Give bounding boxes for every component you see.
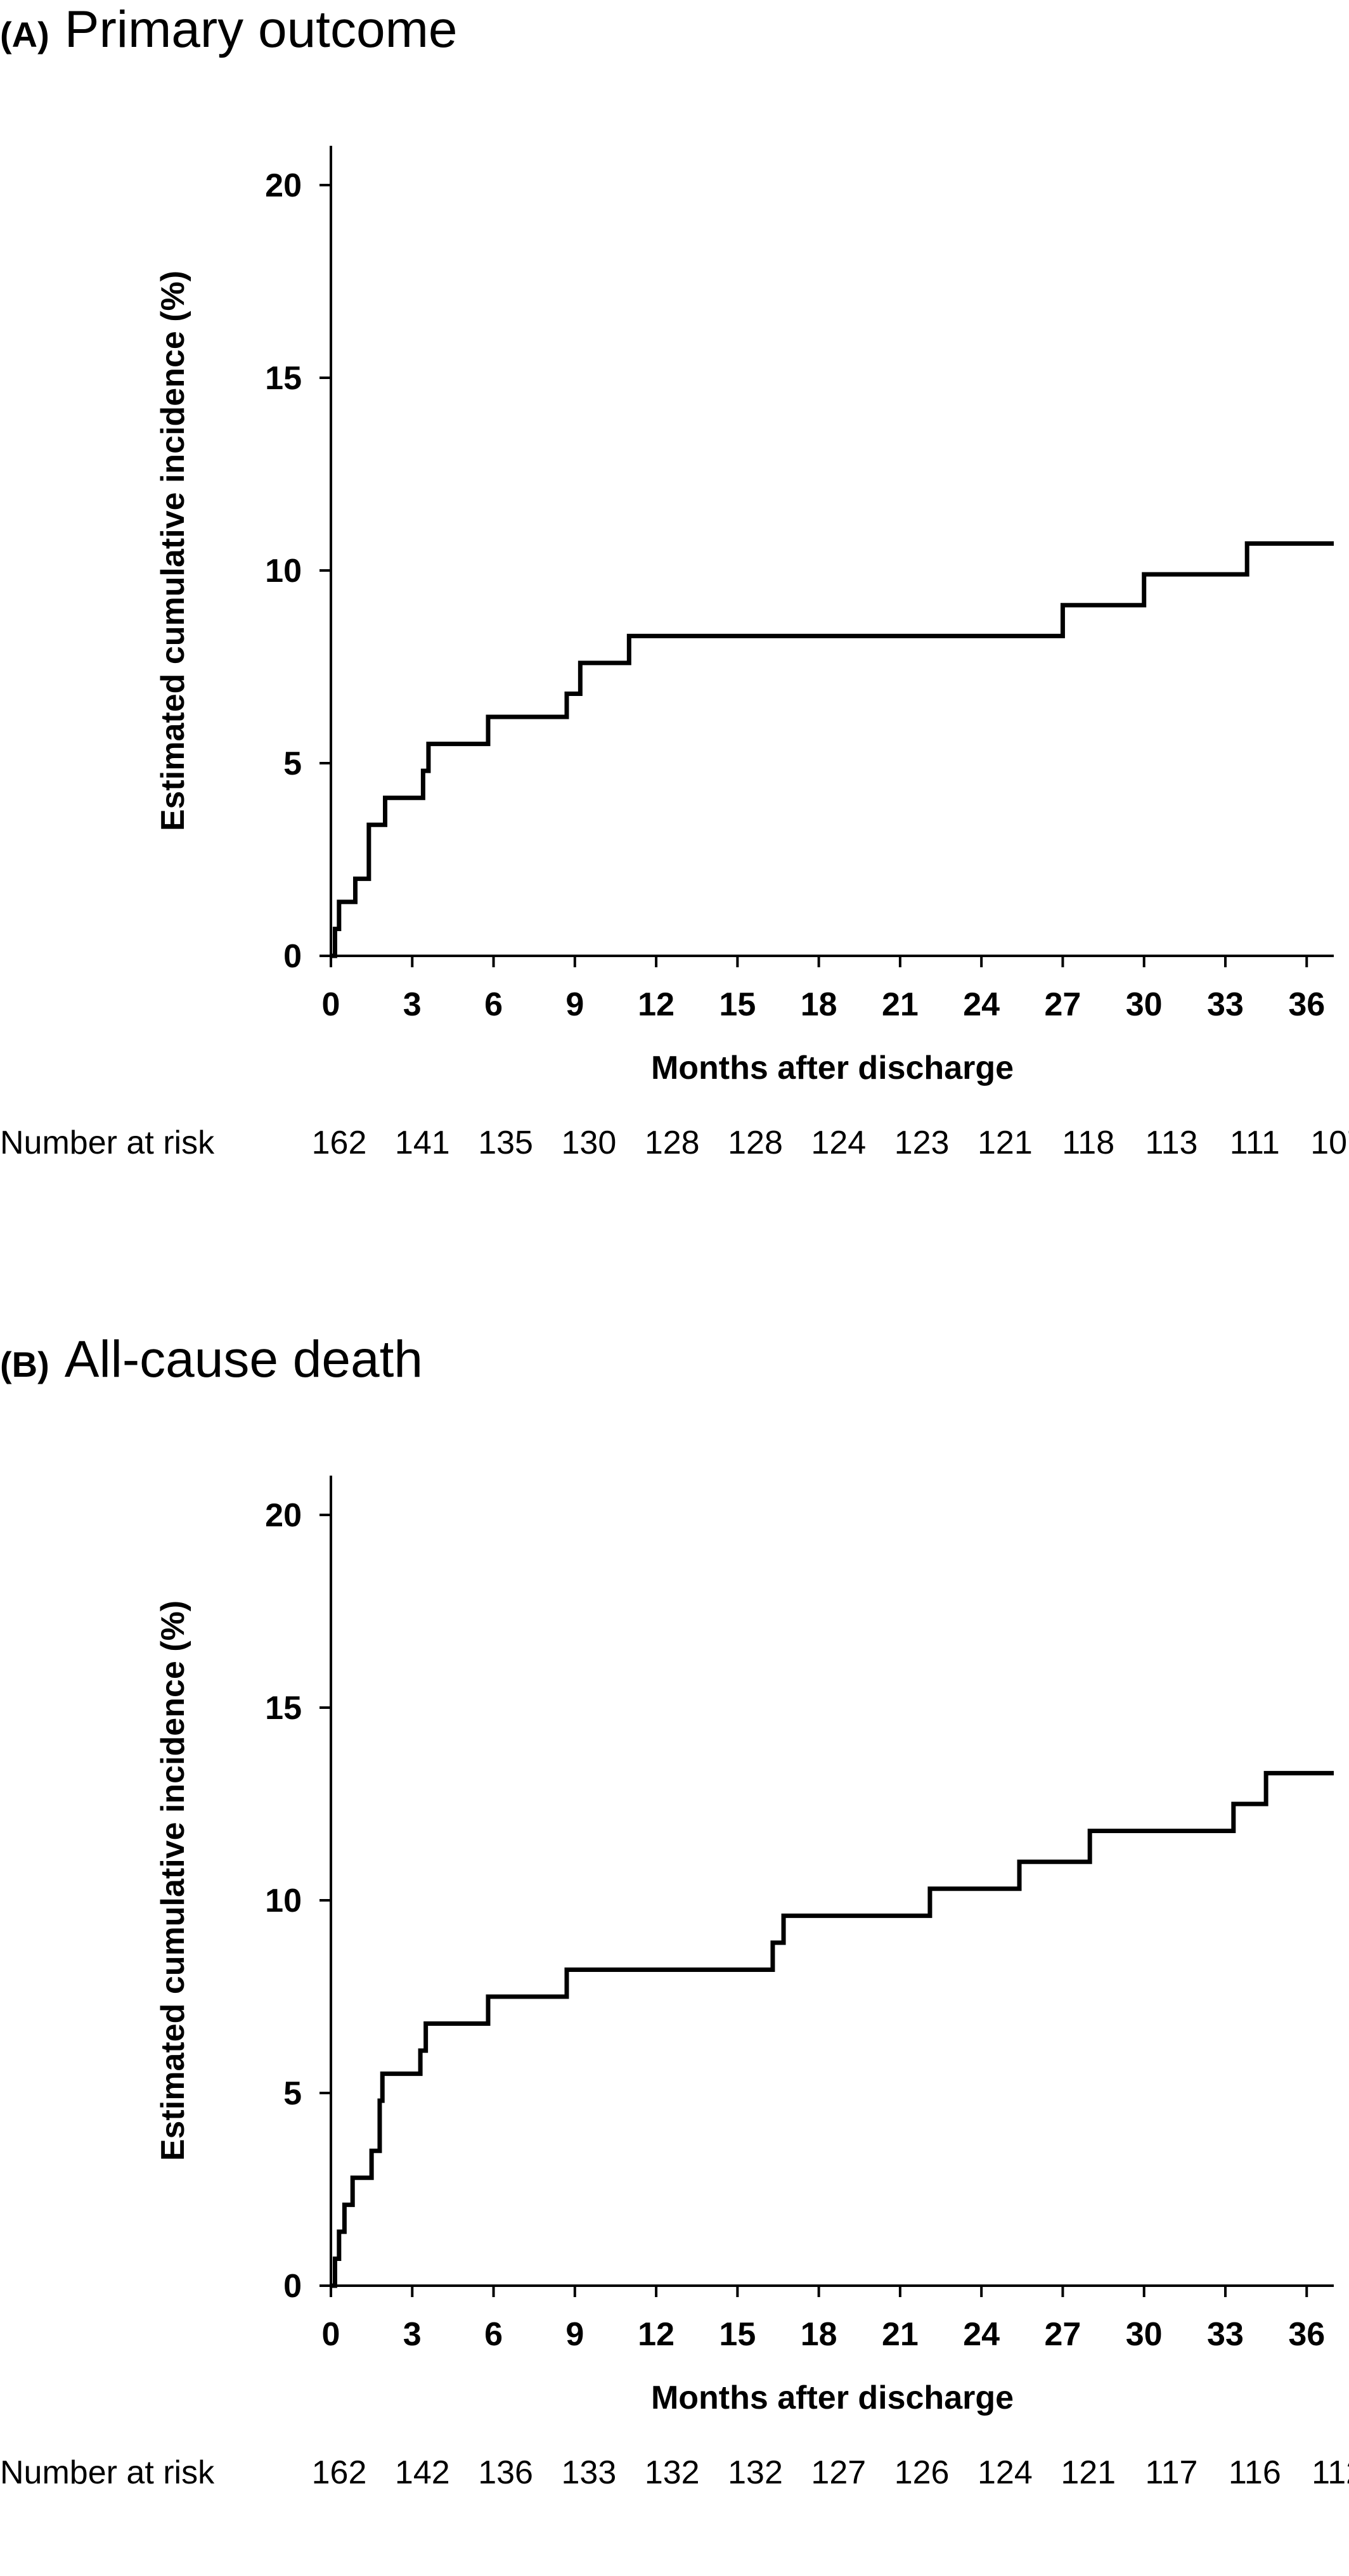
x-tick-label: 3 <box>403 2316 422 2353</box>
x-tick-label: 27 <box>1045 986 1081 1023</box>
risk-table-value: 112 <box>1312 2454 1349 2491</box>
risk-table-value: 135 <box>478 1124 533 1161</box>
x-tick-label: 33 <box>1207 986 1244 1023</box>
risk-table-value: 132 <box>728 2454 783 2491</box>
x-tick-label: 21 <box>882 2316 919 2353</box>
panel-title: (B) All-cause death <box>0 1330 423 1388</box>
risk-table-value: 117 <box>1146 2454 1198 2491</box>
panel-a: (A) Primary outcome 0 5 10 15 20 0 3 6 9 12 15 18 21 2… <box>0 0 1349 1246</box>
y-tick-label: 10 <box>265 1883 302 1919</box>
risk-table-value: 132 <box>645 2454 700 2491</box>
risk-table-value: 136 <box>478 2454 533 2491</box>
x-tick-label: 18 <box>801 986 837 1023</box>
y-tick-label: 5 <box>283 745 302 782</box>
x-tick-label: 0 <box>322 986 340 1023</box>
x-tick-label: 15 <box>719 2316 756 2353</box>
risk-table-value: 133 <box>562 2454 617 2491</box>
risk-table-value: 124 <box>811 1124 866 1161</box>
y-tick-label: 15 <box>265 360 302 397</box>
panel-label: (B) <box>0 1344 49 1384</box>
x-tick-label: 15 <box>719 986 756 1023</box>
panel-b: (B) All-cause death 0 5 10 15 20 0 3 6 9 12 15 18 21 2… <box>0 1330 1349 2576</box>
risk-table-value: 162 <box>312 2454 367 2491</box>
risk-table-value: 111 <box>1230 1124 1280 1161</box>
risk-table-value: 128 <box>728 1124 783 1161</box>
risk-table-value: 113 <box>1146 1124 1198 1161</box>
x-tick-label: 33 <box>1207 2316 1244 2353</box>
x-tick-label: 24 <box>963 2316 1000 2353</box>
x-tick-label: 6 <box>484 986 503 1023</box>
x-tick-label: 9 <box>565 986 584 1023</box>
km-step-line <box>331 541 1334 958</box>
risk-table-value: 123 <box>894 1124 950 1161</box>
risk-table-value: 118 <box>1062 1124 1114 1161</box>
x-axis-label: Months after discharge <box>651 1050 1014 1086</box>
x-tick-label: 36 <box>1288 986 1325 1023</box>
x-tick-label: 9 <box>565 2316 584 2353</box>
y-tick-label: 20 <box>265 167 302 204</box>
x-tick-label: 21 <box>882 986 919 1023</box>
risk-table-value: 121 <box>1061 2454 1116 2491</box>
panel-title: (A) Primary outcome <box>0 0 457 58</box>
y-axis-label: Estimated cumulative incidence (%) <box>155 271 191 831</box>
x-tick-label: 0 <box>322 2316 340 2353</box>
y-tick-label: 5 <box>283 2075 302 2112</box>
risk-table-value: 126 <box>894 2454 950 2491</box>
y-tick-label: 10 <box>265 553 302 589</box>
x-tick-label: 3 <box>403 986 422 1023</box>
chart-title: All-cause death <box>64 1330 423 1388</box>
x-tick-label: 6 <box>484 2316 503 2353</box>
risk-table-value: 124 <box>978 2454 1033 2491</box>
panel-label: (A) <box>0 15 49 55</box>
x-tick-label: 18 <box>801 2316 837 2353</box>
risk-table-value: 142 <box>395 2454 450 2491</box>
risk-table-label: Number at risk <box>0 1124 215 1161</box>
risk-table-value: 127 <box>811 2454 866 2491</box>
chart-title: Primary outcome <box>64 1 458 58</box>
x-tick-label: 27 <box>1045 2316 1081 2353</box>
y-tick-label: 0 <box>283 2268 302 2305</box>
x-tick-label: 30 <box>1126 986 1163 1023</box>
risk-table-value: 107 <box>1310 1124 1349 1161</box>
risk-table-value: 162 <box>312 1124 367 1161</box>
x-tick-label: 36 <box>1288 2316 1325 2353</box>
y-tick-label: 0 <box>283 938 302 975</box>
x-axis-label: Months after discharge <box>651 2380 1014 2416</box>
y-axis-label: Estimated cumulative incidence (%) <box>155 1600 191 2161</box>
x-tick-label: 30 <box>1126 2316 1163 2353</box>
x-tick-label: 12 <box>638 2316 674 2353</box>
risk-table-value: 141 <box>395 1124 450 1161</box>
km-step-line <box>331 1770 1334 2288</box>
y-tick-label: 15 <box>265 1690 302 1727</box>
y-tick-label: 20 <box>265 1497 302 1534</box>
risk-table-value: 121 <box>978 1124 1033 1161</box>
risk-table-label: Number at risk <box>0 2454 215 2491</box>
risk-table-value: 128 <box>645 1124 700 1161</box>
risk-table-value: 130 <box>562 1124 617 1161</box>
x-tick-label: 24 <box>963 986 1000 1023</box>
risk-table-value: 116 <box>1229 2454 1281 2491</box>
x-tick-label: 12 <box>638 986 674 1023</box>
